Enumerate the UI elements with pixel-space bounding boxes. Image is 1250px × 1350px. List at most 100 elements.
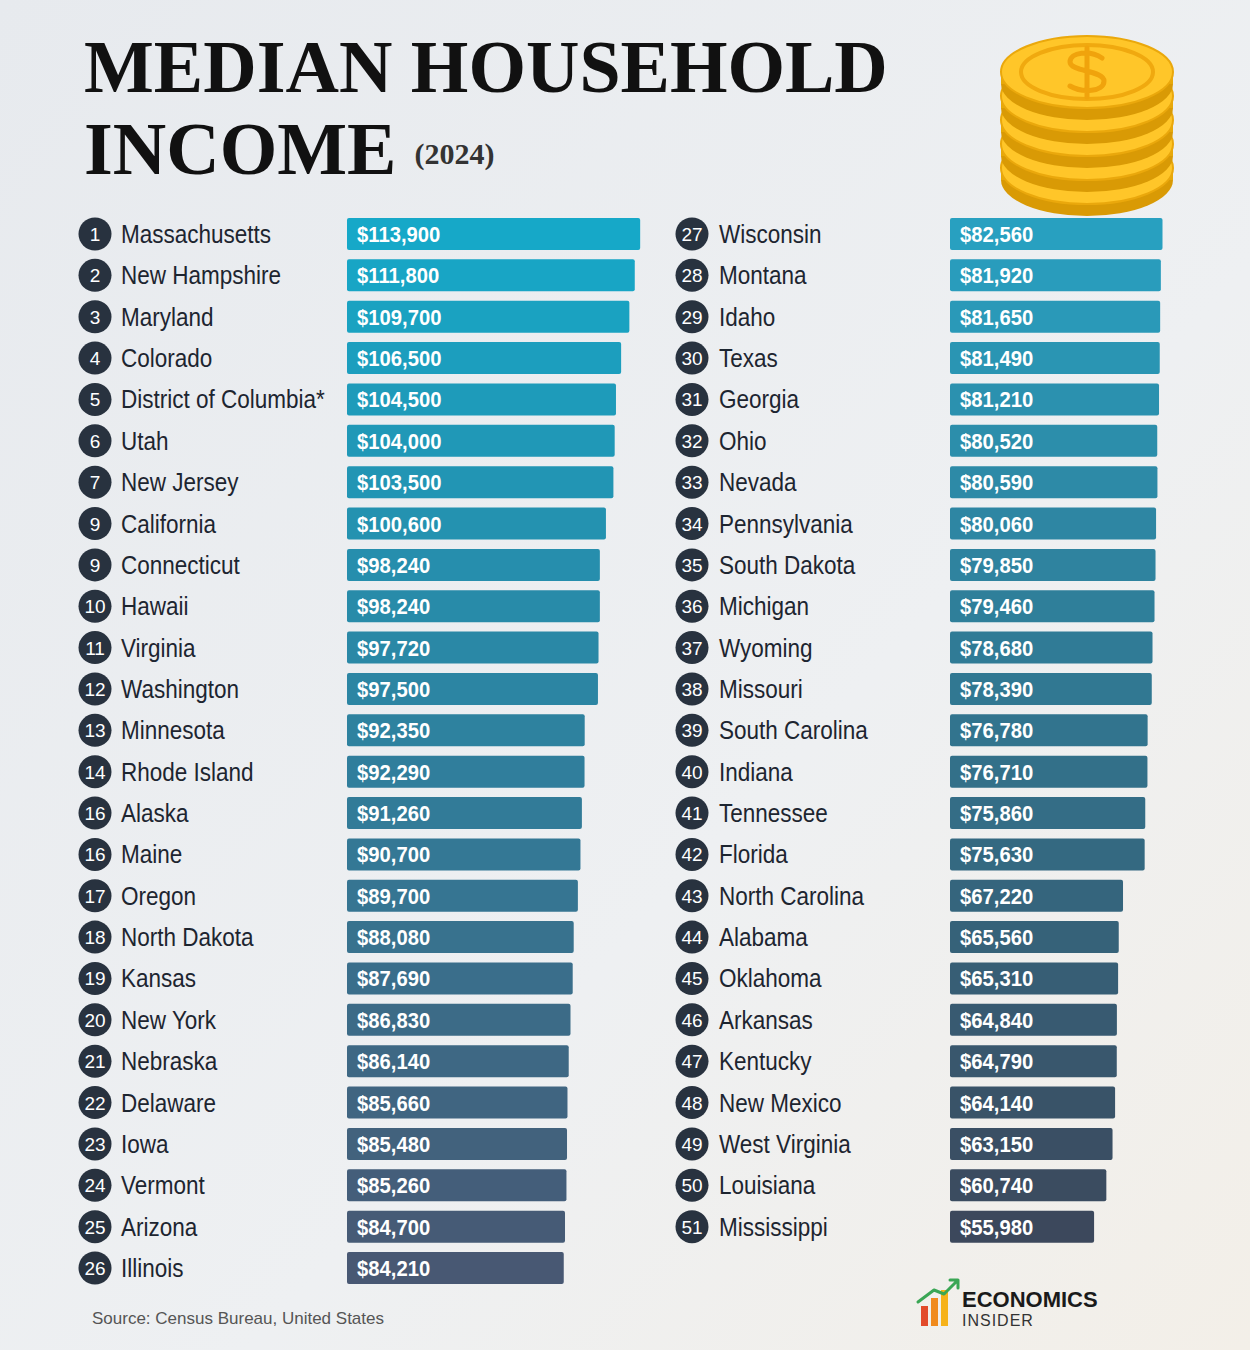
data-label: $87,690 bbox=[357, 966, 430, 991]
data-label: $97,720 bbox=[357, 636, 430, 661]
bar bbox=[950, 797, 1145, 829]
rank-badge bbox=[79, 218, 112, 251]
rank-label: 23 bbox=[84, 1134, 105, 1155]
rank-label: 20 bbox=[84, 1010, 105, 1031]
rank-label: 46 bbox=[681, 1010, 702, 1031]
rank-label: 41 bbox=[681, 803, 702, 824]
rank-label: 7 bbox=[90, 472, 101, 493]
labels: 1Massachusetts$113,9002New Hampshire$111… bbox=[79, 218, 442, 1285]
bar bbox=[347, 632, 599, 664]
category-label: Colorado bbox=[121, 344, 212, 372]
chart-canvas: MEDIAN HOUSEHOLDINCOME(2024)1Massachuset… bbox=[0, 0, 1250, 1350]
rank-badge bbox=[676, 714, 709, 747]
bar bbox=[950, 921, 1119, 953]
category-label: Oklahoma bbox=[719, 964, 822, 992]
rank-label: 2 bbox=[90, 265, 101, 286]
bar bbox=[347, 549, 600, 581]
bar bbox=[950, 301, 1160, 333]
bar bbox=[347, 1004, 570, 1036]
rank-badge bbox=[676, 672, 709, 705]
category-label: New Mexico bbox=[719, 1089, 842, 1117]
rank-label: 9 bbox=[90, 514, 101, 535]
rank-badge bbox=[79, 797, 112, 830]
bar bbox=[347, 756, 585, 788]
title: MEDIAN HOUSEHOLDINCOME bbox=[84, 26, 888, 190]
logo-text: ECONOMICS bbox=[962, 1287, 1098, 1312]
rank-label: 39 bbox=[681, 720, 702, 741]
rank-label: 28 bbox=[681, 265, 702, 286]
category-label: Georgia bbox=[719, 385, 799, 413]
rank-badge bbox=[676, 1003, 709, 1036]
rank-label: 21 bbox=[84, 1051, 105, 1072]
rank-label: 43 bbox=[681, 886, 702, 907]
bar bbox=[950, 425, 1157, 457]
rank-badge bbox=[79, 1045, 112, 1078]
rank-badge bbox=[676, 218, 709, 251]
rank-label: 48 bbox=[681, 1093, 702, 1114]
rank-label: 37 bbox=[681, 638, 702, 659]
bar bbox=[950, 590, 1155, 622]
rank-label: 9 bbox=[90, 555, 101, 576]
data-label: $67,220 bbox=[960, 884, 1033, 909]
data-label: $78,390 bbox=[960, 677, 1033, 702]
data-label: $91,260 bbox=[357, 801, 430, 826]
rank-label: 31 bbox=[681, 389, 702, 410]
data-label: $65,310 bbox=[960, 966, 1033, 991]
rank-badge bbox=[79, 1169, 112, 1202]
rank-badge bbox=[676, 1045, 709, 1078]
source: Source: Census Bureau, United States bbox=[92, 1309, 384, 1328]
rank-badge bbox=[676, 383, 709, 416]
category-label: California bbox=[121, 510, 216, 538]
logo: ECONOMICSINSIDER bbox=[918, 1280, 1098, 1329]
data-label: $80,060 bbox=[960, 512, 1033, 537]
bar bbox=[347, 218, 640, 250]
data-label: $78,680 bbox=[960, 636, 1033, 661]
bar bbox=[347, 714, 585, 746]
data-label: $65,560 bbox=[960, 925, 1033, 950]
data-label: $64,840 bbox=[960, 1008, 1033, 1033]
rank-badge bbox=[79, 1086, 112, 1119]
rank-label: 44 bbox=[681, 927, 703, 948]
bar bbox=[950, 466, 1157, 498]
rank-badge bbox=[79, 590, 112, 623]
rank-label: 18 bbox=[84, 927, 105, 948]
category-label: Montana bbox=[719, 261, 807, 289]
rank-label: 11 bbox=[85, 638, 105, 659]
rank-label: 14 bbox=[84, 762, 106, 783]
rank-label: 3 bbox=[90, 307, 101, 328]
rank-badge bbox=[79, 672, 112, 705]
rank-badge bbox=[676, 1169, 709, 1202]
bar bbox=[950, 756, 1147, 788]
category-label: Alabama bbox=[719, 923, 808, 951]
category-label: South Dakota bbox=[719, 551, 855, 579]
bar bbox=[950, 632, 1153, 664]
bar bbox=[950, 1087, 1115, 1119]
bar bbox=[950, 1128, 1113, 1160]
data-label: $81,490 bbox=[960, 346, 1033, 371]
rank-badge bbox=[79, 755, 112, 788]
rank-badge bbox=[79, 1003, 112, 1036]
category-label: Virginia bbox=[121, 634, 196, 662]
bars bbox=[347, 218, 640, 1284]
title-line: MEDIAN HOUSEHOLD bbox=[84, 26, 888, 108]
bar bbox=[950, 259, 1161, 291]
data-label: $63,150 bbox=[960, 1132, 1033, 1157]
logo-text: INSIDER bbox=[962, 1312, 1034, 1329]
category-label: Tennessee bbox=[719, 799, 828, 827]
bar bbox=[950, 838, 1145, 870]
rank-label: 36 bbox=[681, 596, 702, 617]
bar bbox=[950, 1045, 1117, 1077]
background bbox=[0, 0, 1250, 1350]
rank-label: 24 bbox=[84, 1175, 106, 1196]
rank-label: 29 bbox=[681, 307, 702, 328]
rank-label: 13 bbox=[84, 720, 105, 741]
rank-badge bbox=[676, 424, 709, 457]
data-label: $86,140 bbox=[357, 1049, 430, 1074]
data-label: $64,790 bbox=[960, 1049, 1033, 1074]
category-label: Alaska bbox=[121, 799, 189, 827]
rank-label: 19 bbox=[84, 968, 105, 989]
data-label: $76,710 bbox=[960, 760, 1033, 785]
bar bbox=[347, 1045, 569, 1077]
rank-badge bbox=[79, 1210, 112, 1243]
category-label: Ohio bbox=[719, 427, 767, 455]
